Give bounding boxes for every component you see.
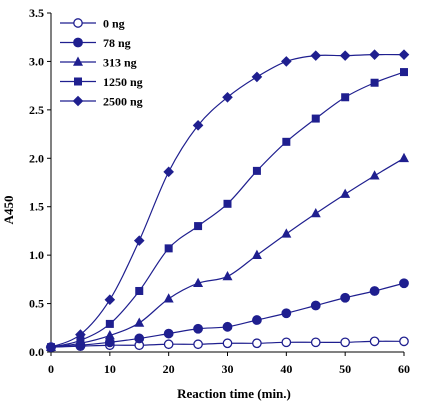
legend: 0 ng 78 ng 313 ng 1250 ng 2500 ng bbox=[60, 16, 143, 108]
legend-label: 2500 ng bbox=[103, 94, 143, 108]
data-point bbox=[163, 293, 174, 303]
legend-label: 78 ng bbox=[103, 36, 131, 50]
legend-marker bbox=[73, 37, 83, 48]
data-point bbox=[223, 199, 232, 208]
y-tick-label: 2.5 bbox=[29, 103, 44, 117]
data-point bbox=[339, 50, 351, 61]
data-point bbox=[134, 317, 145, 327]
data-point bbox=[133, 235, 145, 246]
data-point bbox=[341, 93, 350, 102]
data-point bbox=[45, 341, 57, 353]
data-point bbox=[75, 329, 86, 340]
data-point bbox=[194, 222, 203, 231]
legend-item: 313 ng bbox=[60, 55, 137, 69]
x-tick-label: 20 bbox=[163, 362, 175, 376]
data-point bbox=[104, 330, 115, 340]
data-point bbox=[222, 321, 233, 332]
data-point bbox=[193, 277, 204, 288]
data-point bbox=[281, 56, 292, 67]
data-point bbox=[399, 152, 409, 163]
data-point bbox=[369, 49, 380, 60]
legend-marker bbox=[72, 95, 84, 107]
data-point bbox=[104, 294, 116, 305]
data-point bbox=[281, 308, 292, 319]
x-tick-label: 10 bbox=[104, 362, 116, 376]
data-point bbox=[252, 166, 261, 175]
y-tick-label: 2.0 bbox=[29, 151, 44, 165]
data-point bbox=[193, 339, 203, 350]
data-point bbox=[400, 68, 408, 77]
data-point bbox=[76, 336, 85, 345]
data-point bbox=[399, 278, 409, 289]
series-313-ng bbox=[46, 152, 409, 351]
y-tick-label: 3.5 bbox=[29, 6, 44, 20]
data-point bbox=[105, 319, 114, 328]
data-point bbox=[282, 137, 291, 146]
data-point bbox=[164, 244, 173, 253]
data-point bbox=[310, 300, 321, 311]
data-point bbox=[369, 170, 380, 180]
legend-marker bbox=[73, 18, 83, 28]
data-point bbox=[134, 333, 145, 344]
data-point bbox=[398, 49, 410, 60]
y-axis-title: A450 bbox=[1, 196, 16, 225]
data-point bbox=[281, 228, 292, 238]
x-tick-label: 60 bbox=[398, 362, 410, 376]
data-point bbox=[281, 337, 292, 348]
y-tick-label: 1.0 bbox=[29, 248, 44, 262]
data-point bbox=[222, 91, 233, 103]
x-tick-label: 50 bbox=[339, 362, 351, 376]
y-tick-label: 0.0 bbox=[29, 345, 44, 359]
data-point bbox=[370, 78, 379, 87]
x-tick-label: 40 bbox=[280, 362, 292, 376]
x-tick-label: 30 bbox=[222, 362, 234, 376]
data-point bbox=[251, 71, 263, 83]
data-point bbox=[311, 114, 320, 123]
data-point bbox=[369, 336, 380, 347]
legend-item: 2500 ng bbox=[60, 94, 143, 108]
legend-item: 78 ng bbox=[60, 36, 131, 50]
data-point bbox=[340, 292, 351, 303]
legend-label: 313 ng bbox=[103, 55, 137, 69]
data-point bbox=[340, 188, 351, 198]
data-point bbox=[192, 120, 204, 131]
data-point bbox=[163, 328, 174, 339]
data-point bbox=[251, 249, 262, 259]
data-point bbox=[340, 337, 351, 348]
y-tick-label: 0.5 bbox=[29, 297, 44, 311]
legend-marker bbox=[73, 56, 83, 66]
data-point bbox=[310, 337, 321, 348]
data-point bbox=[252, 338, 262, 349]
y-tick-label: 1.5 bbox=[29, 200, 44, 214]
legend-item: 1250 ng bbox=[60, 75, 143, 89]
x-axis: 0 10 20 30 40 50 60 bbox=[48, 351, 410, 376]
legend-item: 0 ng bbox=[60, 16, 125, 30]
data-point bbox=[310, 50, 322, 61]
data-point bbox=[310, 207, 321, 218]
series-78-ng bbox=[46, 278, 409, 353]
legend-label: 0 ng bbox=[103, 16, 125, 30]
y-tick-label: 3.0 bbox=[29, 54, 44, 68]
x-tick-label: 0 bbox=[48, 362, 54, 376]
data-point bbox=[222, 338, 233, 349]
data-point bbox=[399, 336, 409, 347]
data-point bbox=[252, 315, 262, 325]
data-point bbox=[369, 286, 380, 296]
data-point bbox=[163, 339, 174, 350]
data-point bbox=[135, 286, 144, 295]
legend-marker bbox=[74, 77, 82, 86]
y-axis: 0.0 0.5 1.0 1.5 2.0 2.5 3.0 3.5 bbox=[29, 6, 52, 359]
legend-label: 1250 ng bbox=[103, 75, 143, 89]
data-point bbox=[222, 270, 233, 281]
series-layer bbox=[45, 49, 410, 353]
data-point bbox=[163, 166, 174, 178]
series-2500-ng bbox=[45, 49, 410, 353]
x-axis-title: Reaction time (min.) bbox=[177, 386, 291, 401]
data-point bbox=[193, 323, 203, 334]
